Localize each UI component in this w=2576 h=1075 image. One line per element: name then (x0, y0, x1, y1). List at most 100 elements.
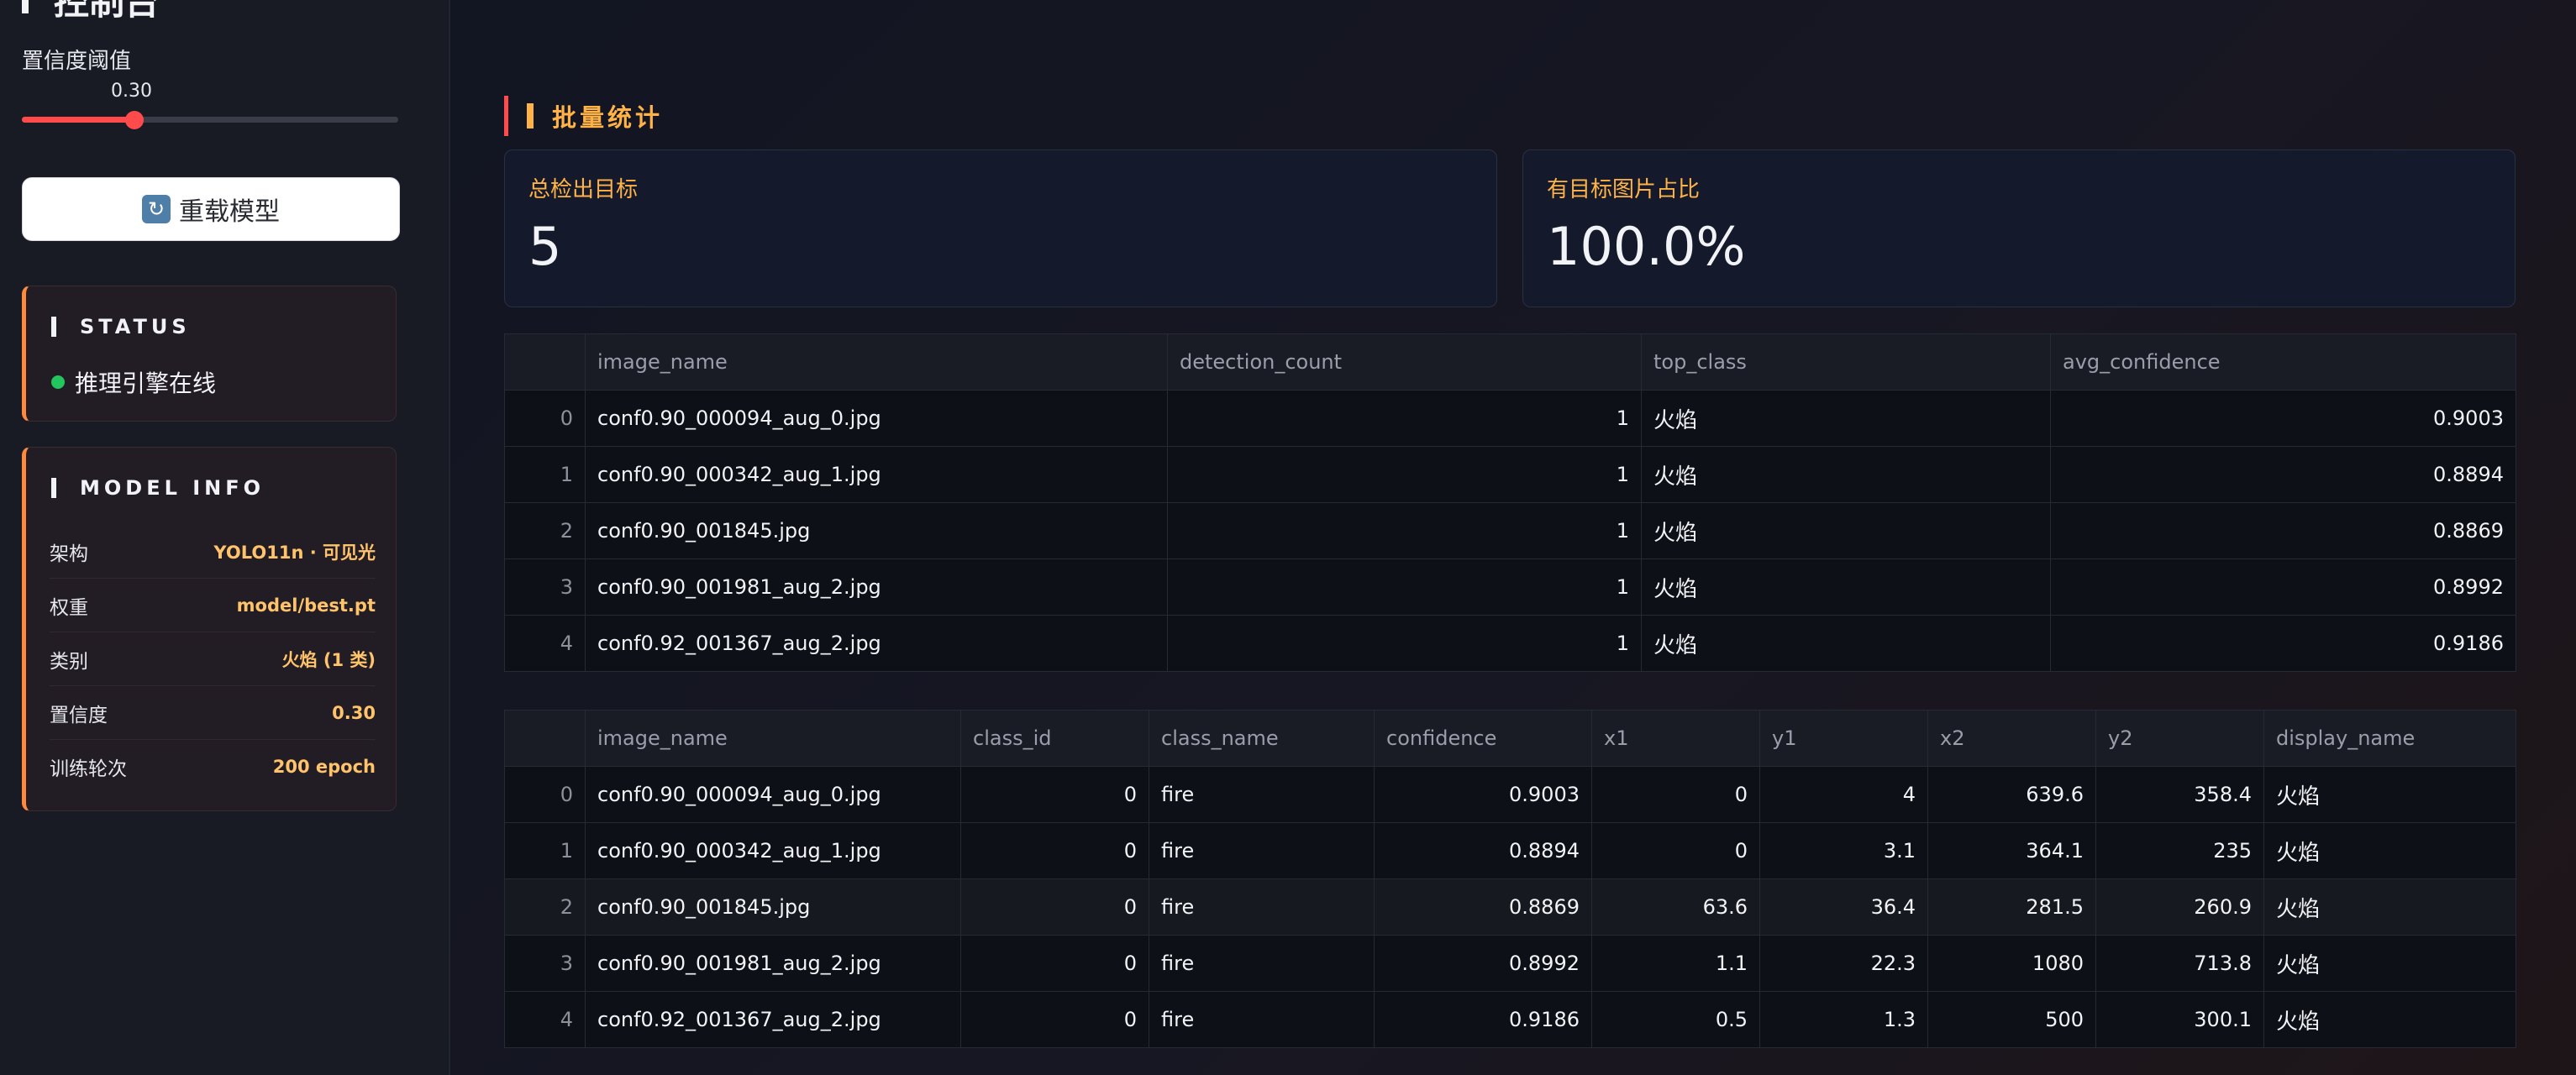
confidence-slider[interactable] (22, 111, 398, 129)
cell-display-name[interactable]: 火焰 (2263, 878, 2516, 936)
sidebar-title-text: 控制台 (54, 0, 160, 23)
column-header[interactable]: x2 (1927, 710, 2096, 767)
cell-y1[interactable]: 4 (1759, 766, 1928, 823)
cell-display-name[interactable]: 火焰 (2263, 766, 2516, 823)
cell-detection-count[interactable]: 1 (1167, 390, 1642, 447)
status-online-dot-icon (51, 375, 65, 389)
cell-image-name[interactable]: conf0.90_001845.jpg (585, 502, 1168, 559)
cell-y2[interactable]: 300.1 (2095, 991, 2264, 1048)
cell-top-class[interactable]: 火焰 (1641, 502, 2051, 559)
column-header[interactable]: top_class (1641, 333, 2051, 391)
cell-y1[interactable]: 22.3 (1759, 935, 1928, 992)
column-header[interactable]: y1 (1759, 710, 1928, 767)
cell-image-name[interactable]: conf0.90_001981_aug_2.jpg (585, 935, 961, 992)
cell-x1[interactable]: 0 (1591, 766, 1760, 823)
cell-x2[interactable]: 364.1 (1927, 822, 2096, 879)
cell-display-name[interactable]: 火焰 (2263, 935, 2516, 992)
cell-x1[interactable]: 0 (1591, 822, 1760, 879)
reload-model-button[interactable]: ↻ 重载模型 (22, 177, 400, 241)
cell-class-id[interactable]: 0 (960, 991, 1149, 1048)
row-index: 3 (504, 935, 586, 992)
info-value: 0.30 (332, 702, 376, 723)
table-row: 0 conf0.90_000094_aug_0.jpg 1 火焰 0.9003 (504, 390, 2516, 447)
cell-class-name[interactable]: fire (1149, 878, 1375, 936)
column-header[interactable]: image_name (585, 333, 1168, 391)
cell-confidence[interactable]: 0.9186 (1374, 991, 1592, 1048)
cell-x1[interactable]: 1.1 (1591, 935, 1760, 992)
cell-image-name[interactable]: conf0.92_001367_aug_2.jpg (585, 991, 961, 1048)
cell-image-name[interactable]: conf0.90_001981_aug_2.jpg (585, 558, 1168, 616)
column-header[interactable]: class_id (960, 710, 1149, 767)
column-header[interactable]: y2 (2095, 710, 2264, 767)
row-index: 1 (504, 446, 586, 503)
cell-y2[interactable]: 358.4 (2095, 766, 2264, 823)
cell-y2[interactable]: 235 (2095, 822, 2264, 879)
column-header[interactable]: detection_count (1167, 333, 1642, 391)
cell-x2[interactable]: 1080 (1927, 935, 2096, 992)
cell-avg-confidence[interactable]: 0.8869 (2050, 502, 2516, 559)
cell-x2[interactable]: 281.5 (1927, 878, 2096, 936)
cell-class-id[interactable]: 0 (960, 822, 1149, 879)
section-title-marker (527, 103, 534, 128)
cell-x1[interactable]: 0.5 (1591, 991, 1760, 1048)
cell-confidence[interactable]: 0.8894 (1374, 822, 1592, 879)
model-info-row-epochs: 训练轮次 200 epoch (50, 740, 376, 794)
cell-detection-count[interactable]: 1 (1167, 446, 1642, 503)
column-header[interactable]: confidence (1374, 710, 1592, 767)
column-header[interactable] (504, 333, 586, 391)
confidence-slider-value: 0.30 (111, 81, 152, 102)
cell-image-name[interactable]: conf0.90_001845.jpg (585, 878, 961, 936)
confidence-slider-thumb[interactable] (125, 111, 145, 129)
cell-class-id[interactable]: 0 (960, 878, 1149, 936)
cell-confidence[interactable]: 0.8869 (1374, 878, 1592, 936)
cell-avg-confidence[interactable]: 0.8894 (2050, 446, 2516, 503)
status-card: STATUS 推理引擎在线 (22, 286, 397, 422)
cell-detection-count[interactable]: 1 (1167, 615, 1642, 672)
cell-top-class[interactable]: 火焰 (1641, 615, 2051, 672)
cell-y2[interactable]: 260.9 (2095, 878, 2264, 936)
column-header[interactable]: image_name (585, 710, 961, 767)
cell-top-class[interactable]: 火焰 (1641, 390, 2051, 447)
column-header[interactable]: x1 (1591, 710, 1760, 767)
cell-detection-count[interactable]: 1 (1167, 502, 1642, 559)
cell-y2[interactable]: 713.8 (2095, 935, 2264, 992)
cell-class-name[interactable]: fire (1149, 822, 1375, 879)
cell-display-name[interactable]: 火焰 (2263, 822, 2516, 879)
cell-class-name[interactable]: fire (1149, 766, 1375, 823)
cell-x2[interactable]: 500 (1927, 991, 2096, 1048)
cell-class-name[interactable]: fire (1149, 935, 1375, 992)
column-header[interactable]: display_name (2263, 710, 2516, 767)
column-header[interactable]: class_name (1149, 710, 1375, 767)
cell-image-name[interactable]: conf0.90_000342_aug_1.jpg (585, 446, 1168, 503)
status-text: 推理引擎在线 (75, 370, 217, 397)
table-row: 4 conf0.92_001367_aug_2.jpg 0 fire 0.918… (504, 991, 2516, 1048)
cell-image-name[interactable]: conf0.92_001367_aug_2.jpg (585, 615, 1168, 672)
cell-image-name[interactable]: conf0.90_000094_aug_0.jpg (585, 390, 1168, 447)
cell-y1[interactable]: 36.4 (1759, 878, 1928, 936)
cell-avg-confidence[interactable]: 0.8992 (2050, 558, 2516, 616)
cell-top-class[interactable]: 火焰 (1641, 558, 2051, 616)
cell-y1[interactable]: 1.3 (1759, 991, 1928, 1048)
cell-top-class[interactable]: 火焰 (1641, 446, 2051, 503)
cell-confidence[interactable]: 0.8992 (1374, 935, 1592, 992)
metric-total-detections: 总检出目标 5 (504, 149, 1497, 307)
cell-display-name[interactable]: 火焰 (2263, 991, 2516, 1048)
cell-y1[interactable]: 3.1 (1759, 822, 1928, 879)
cell-class-id[interactable]: 0 (960, 766, 1149, 823)
cell-class-name[interactable]: fire (1149, 991, 1375, 1048)
summary-table[interactable]: image_name detection_count top_class avg… (504, 333, 2516, 672)
row-index: 0 (504, 390, 586, 447)
table-row: 0 conf0.90_000094_aug_0.jpg 0 fire 0.900… (504, 766, 2516, 823)
cell-avg-confidence[interactable]: 0.9186 (2050, 615, 2516, 672)
column-header[interactable] (504, 710, 586, 767)
cell-x1[interactable]: 63.6 (1591, 878, 1760, 936)
cell-avg-confidence[interactable]: 0.9003 (2050, 390, 2516, 447)
cell-image-name[interactable]: conf0.90_000094_aug_0.jpg (585, 766, 961, 823)
cell-x2[interactable]: 639.6 (1927, 766, 2096, 823)
cell-class-id[interactable]: 0 (960, 935, 1149, 992)
column-header[interactable]: avg_confidence (2050, 333, 2516, 391)
cell-image-name[interactable]: conf0.90_000342_aug_1.jpg (585, 822, 961, 879)
cell-confidence[interactable]: 0.9003 (1374, 766, 1592, 823)
cell-detection-count[interactable]: 1 (1167, 558, 1642, 616)
detail-table[interactable]: image_name class_id class_name confidenc… (504, 710, 2516, 1048)
